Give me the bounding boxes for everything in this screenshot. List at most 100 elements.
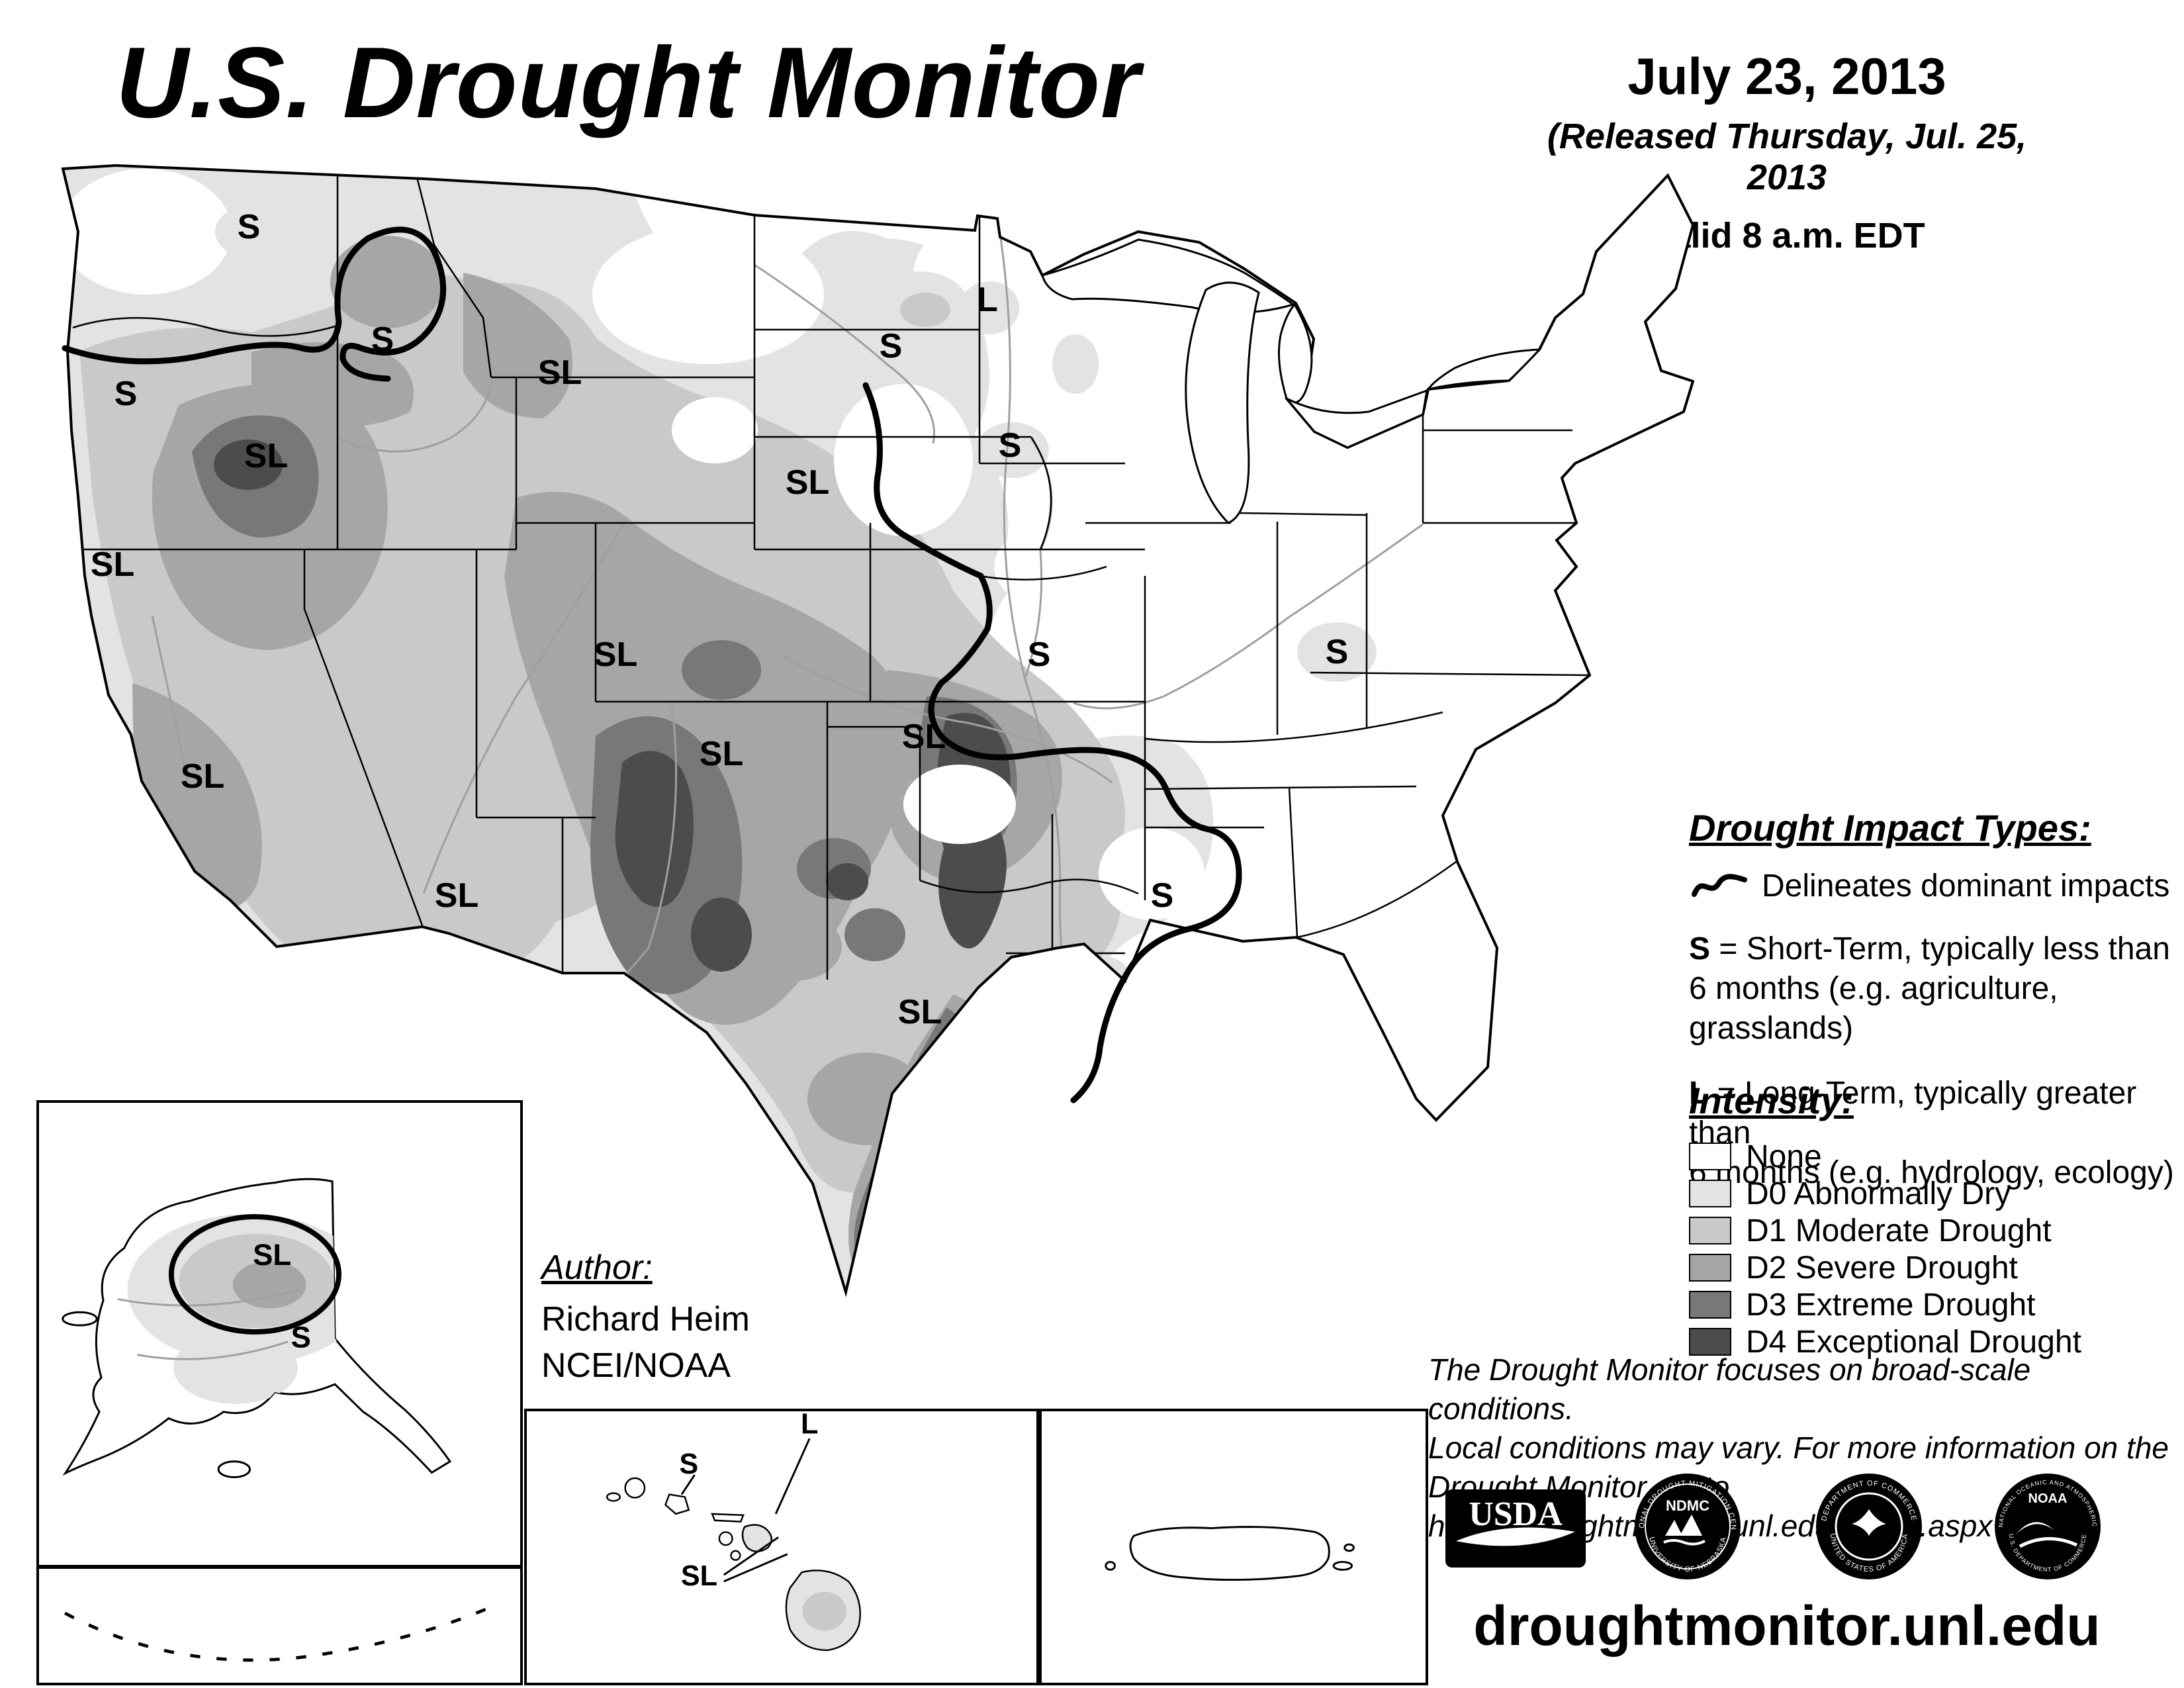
big-island-d1-area xyxy=(802,1591,847,1631)
us-coastline xyxy=(61,164,1694,1297)
intensity-label-d3: D3 Extreme Drought xyxy=(1746,1287,2036,1323)
noaa-horizon xyxy=(2019,1537,2078,1548)
intensity-row-d4: D4 Exceptional Drought xyxy=(1689,1323,2184,1360)
aleutian-chain xyxy=(64,1603,498,1662)
intensity-rows: None D0 Abnormally Dry D1 Moderate Droug… xyxy=(1689,1138,2184,1360)
page-title: U.S. Drought Monitor xyxy=(116,26,1141,139)
rivers xyxy=(151,238,1424,1080)
impact-boundary-lines xyxy=(62,226,1242,1103)
impact-legend-heading: Drought Impact Types: xyxy=(1689,807,2091,849)
intensity-swatch-none xyxy=(1689,1143,1731,1170)
kahoolawe-island xyxy=(730,1550,741,1561)
intensity-row-d2: D2 Severe Drought xyxy=(1689,1249,2184,1286)
commerce-seal-logo: DEPARTMENT OF COMMERCE UNITED STATES OF … xyxy=(1815,1472,1923,1584)
hawaii-inset: S L SL xyxy=(524,1409,1039,1685)
ndmc-mountains xyxy=(1665,1515,1702,1536)
drought-impact-label: SL xyxy=(786,463,829,502)
niihau-island xyxy=(606,1492,621,1502)
alaska-impact-boundary xyxy=(168,1214,341,1335)
ndmc-logo: NATIONAL DROUGHT MITIGATION CENTER UNIVE… xyxy=(1631,1466,1742,1584)
delineates-label: Delineates dominant impacts xyxy=(1762,868,2170,904)
intensity-row-d3: D3 Extreme Drought xyxy=(1689,1286,2184,1323)
label-leader-lines xyxy=(680,1438,811,1583)
drought-impact-label: S xyxy=(371,320,394,359)
noaa-logo-text: NOAA xyxy=(2028,1491,2068,1506)
lake-ontario xyxy=(1426,348,1542,391)
impact-types-legend: Drought Impact Types: Delineates dominan… xyxy=(1689,806,2184,1193)
site-url: droughtmonitor.unl.edu xyxy=(1473,1595,2101,1657)
drought-fill-layers xyxy=(63,165,1590,1292)
noaa-seagull xyxy=(2016,1522,2054,1534)
kauai-island xyxy=(624,1477,646,1499)
intensity-row-d0: D0 Abnormally Dry xyxy=(1689,1175,2184,1212)
intensity-legend-heading: Intensity: xyxy=(1689,1080,1854,1121)
drought-impact-label: L xyxy=(977,281,998,319)
puerto-rico-map xyxy=(1105,1526,1355,1581)
drought-impact-label: SL xyxy=(681,1560,717,1592)
drought-impact-label: SL xyxy=(244,437,288,475)
drought-impact-label: SL xyxy=(253,1238,291,1272)
drought-impact-label: L xyxy=(801,1411,818,1440)
author-name: Richard Heim xyxy=(541,1300,750,1339)
drought-impact-label: SL xyxy=(181,757,224,796)
ndmc-wave xyxy=(1663,1539,1706,1546)
lake-erie xyxy=(1285,389,1428,449)
lanai-island xyxy=(718,1531,733,1546)
usda-logo: USDA xyxy=(1444,1488,1587,1572)
drought-impact-label: SL xyxy=(91,545,134,584)
drought-impact-label: SL xyxy=(898,993,942,1031)
usda-swoosh xyxy=(1456,1527,1575,1546)
drought-impact-label: S xyxy=(114,375,138,413)
alaska-st-lawrence-island xyxy=(62,1311,98,1327)
intensity-label-none: None xyxy=(1746,1139,1822,1174)
culebra-island xyxy=(1343,1543,1355,1552)
state-borders xyxy=(72,171,1590,980)
puerto-rico-inset xyxy=(1039,1409,1428,1685)
intensity-legend: Intensity: None D0 Abnormally Dry D1 Mod… xyxy=(1689,1079,2184,1360)
short-term-definition: S = Short-Term, typically less than 6 mon… xyxy=(1689,931,2170,1046)
drought-impact-label: S xyxy=(679,1448,698,1480)
drought-impact-label: S xyxy=(1151,876,1174,915)
delineates-row: Delineates dominant impacts xyxy=(1689,868,2184,904)
intensity-swatch-d1 xyxy=(1689,1217,1731,1244)
intensity-swatch-d2 xyxy=(1689,1254,1731,1282)
author-heading: Author: xyxy=(541,1248,653,1287)
great-lakes xyxy=(1041,238,1542,524)
long-term-prefix: L xyxy=(1689,1076,1709,1111)
intensity-row-none: None xyxy=(1689,1138,2184,1175)
intensity-label-d1: D1 Moderate Drought xyxy=(1746,1213,2052,1248)
date-block: July 23, 2013 (Released Thursday, Jul. 2… xyxy=(1522,46,2052,256)
intensity-row-d1: D1 Moderate Drought xyxy=(1689,1212,2184,1249)
drought-impact-label: S xyxy=(238,208,261,246)
short-term-prefix: S xyxy=(1689,931,1711,966)
aleutian-islands-inset xyxy=(36,1566,523,1685)
puerto-rico-outline xyxy=(1129,1526,1330,1581)
aleutian-islands-map xyxy=(64,1603,498,1662)
drought-impact-label: S xyxy=(999,426,1022,465)
drought-impact-label: SL xyxy=(435,876,478,915)
alaska-map: SL S xyxy=(62,1178,452,1479)
drought-impact-label: SL xyxy=(594,635,637,674)
mona-island xyxy=(1105,1561,1116,1571)
lake-michigan xyxy=(1185,281,1260,524)
author-org: NCEI/NOAA xyxy=(541,1346,731,1385)
intensity-label-d0: D0 Abnormally Dry xyxy=(1746,1176,2011,1211)
drought-impact-label: SL xyxy=(538,353,582,392)
molokai-island xyxy=(711,1513,745,1523)
drought-impact-label: S xyxy=(880,327,903,365)
vieques-island xyxy=(1332,1561,1353,1571)
drought-impact-label: S xyxy=(1326,633,1349,671)
alaska-kodiak-island xyxy=(217,1460,251,1479)
drought-impact-label: SL xyxy=(902,718,946,756)
noaa-logo: NATIONAL OCEANIC AND ATMOSPHERIC U.S. DE… xyxy=(1993,1472,2102,1584)
footer-line-2: Local conditions may vary. For more info… xyxy=(1428,1430,2169,1465)
release-date: (Released Thursday, Jul. 25, 2013 xyxy=(1547,117,2027,197)
footer-line-1: The Drought Monitor focuses on broad-sca… xyxy=(1428,1352,2031,1426)
alaska-inset: SL S xyxy=(36,1100,523,1568)
intensity-swatch-d3 xyxy=(1689,1291,1731,1319)
